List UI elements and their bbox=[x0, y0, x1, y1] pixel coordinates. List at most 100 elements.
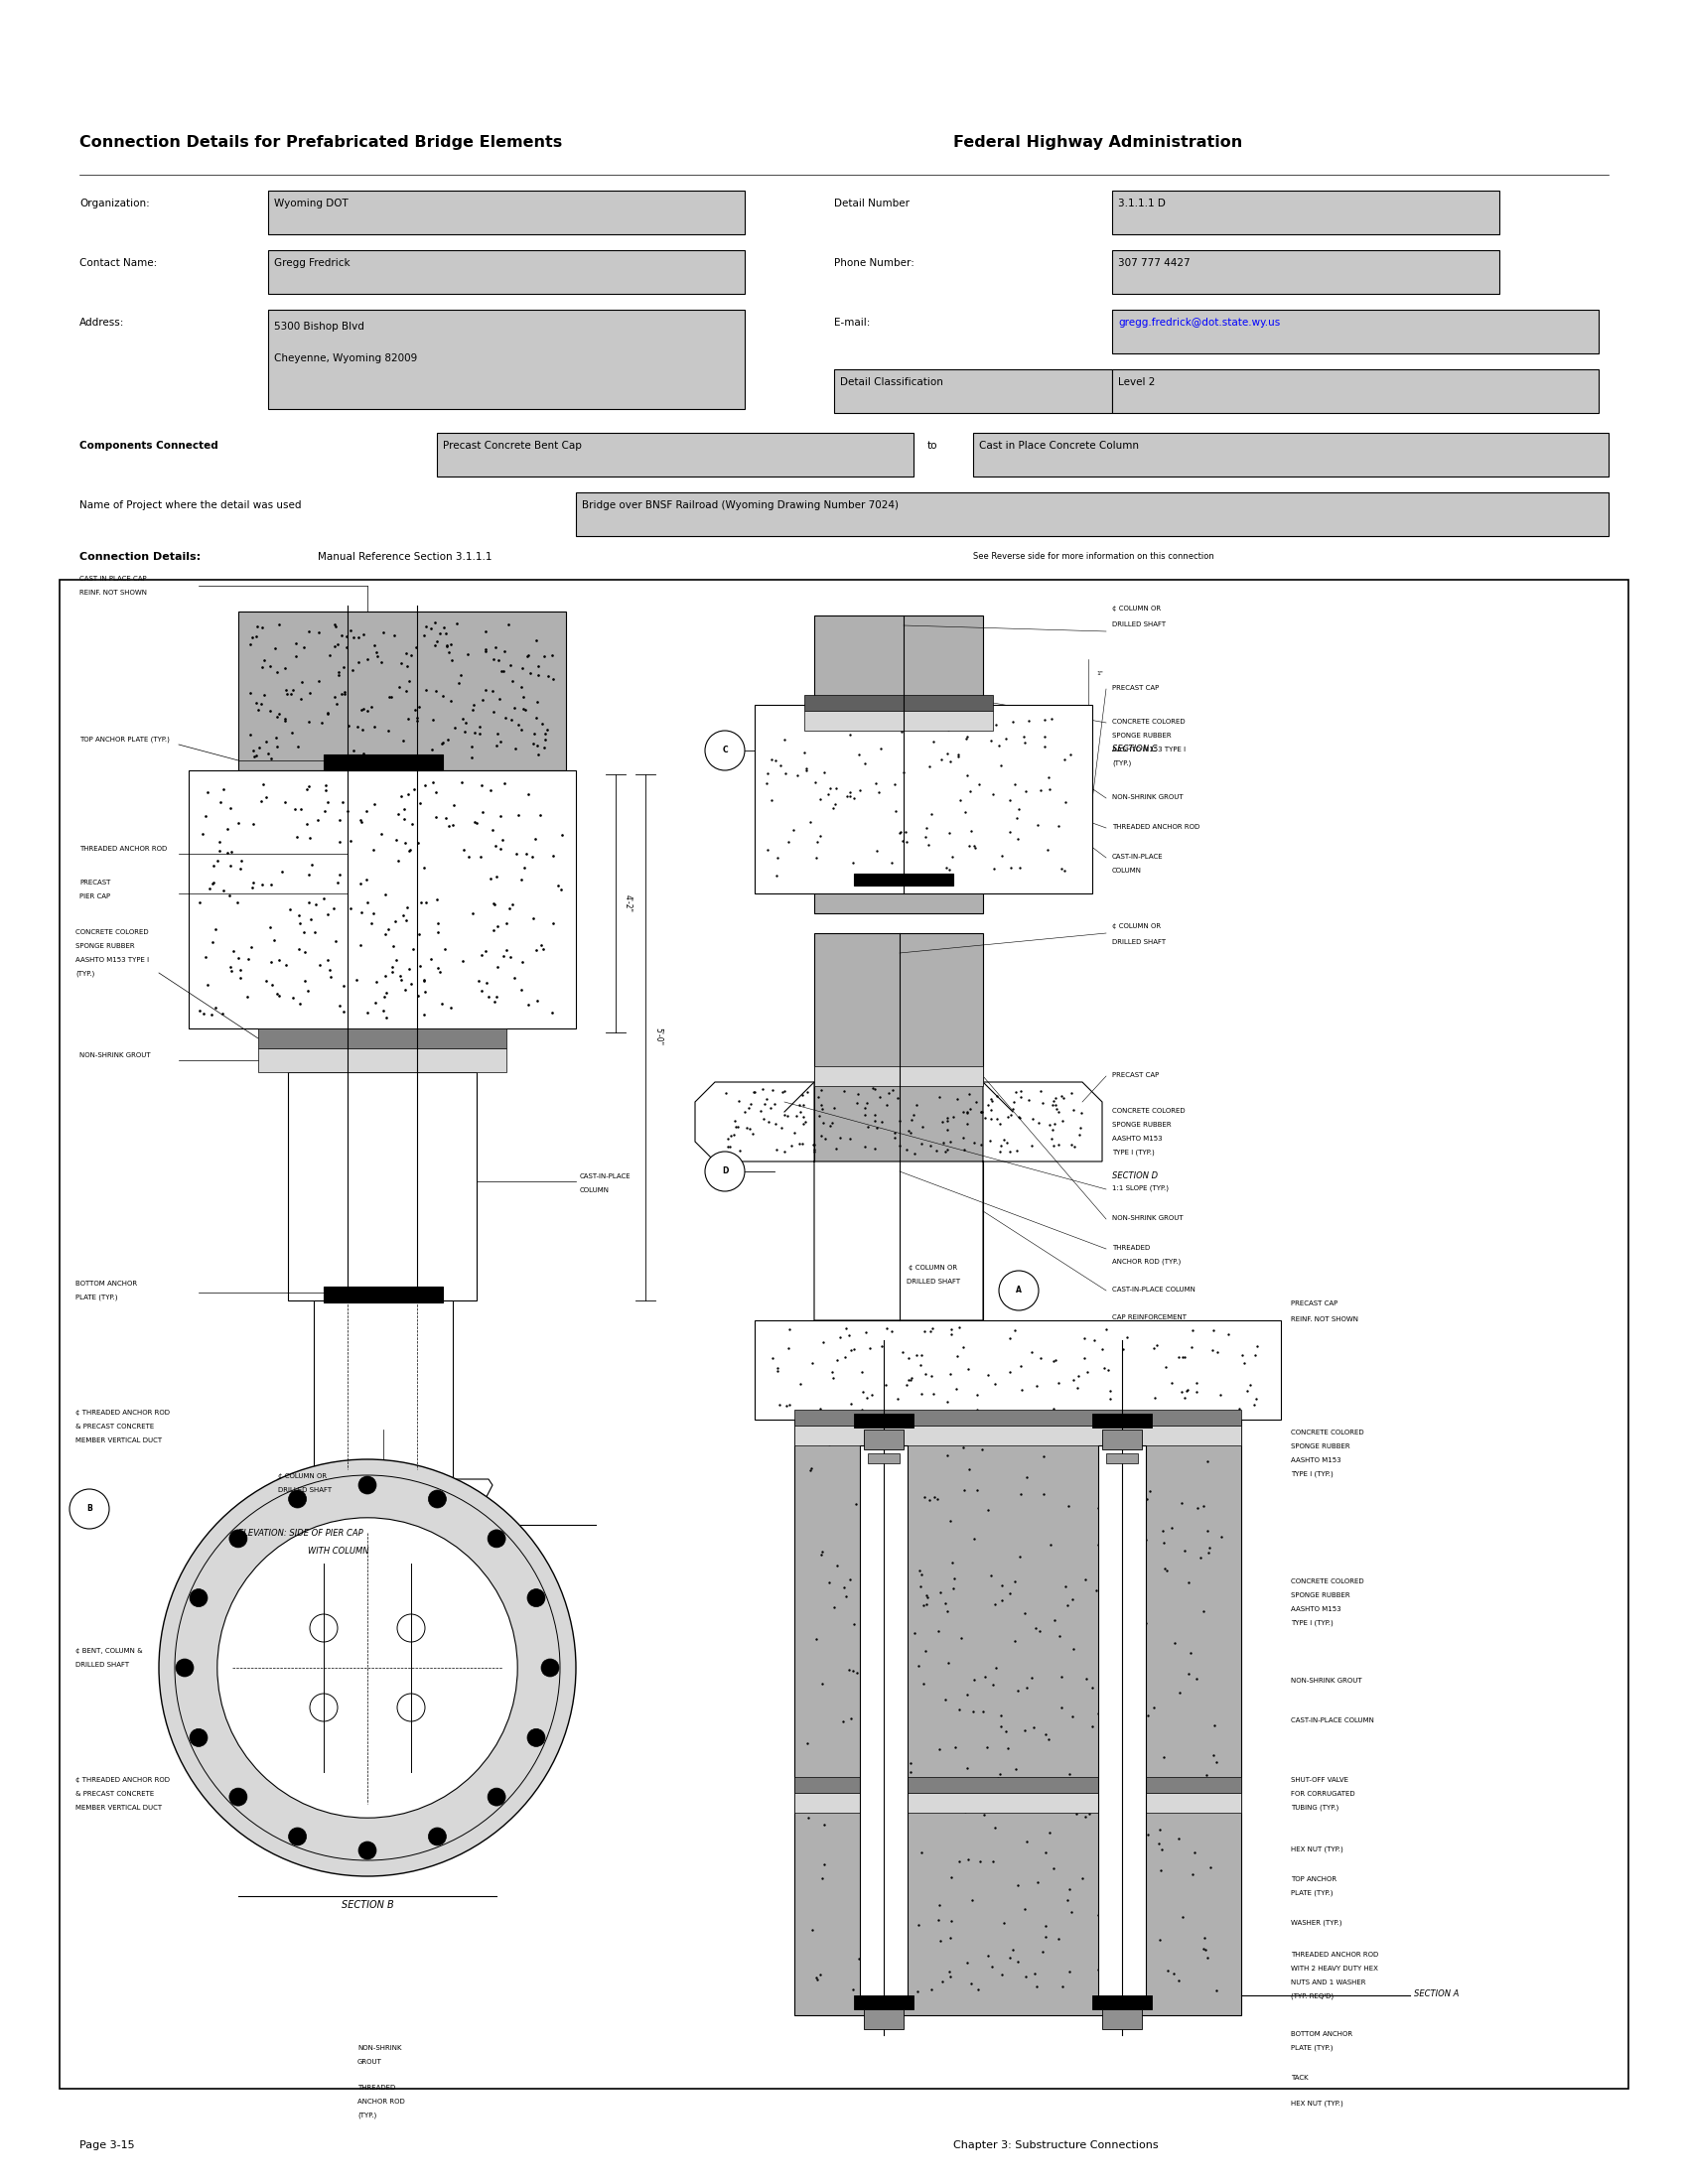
Bar bbox=[314, 1299, 452, 1479]
Bar bbox=[1099, 1446, 1146, 2001]
Text: MEMBER VERTICAL DUCT: MEMBER VERTICAL DUCT bbox=[76, 1437, 162, 1444]
Bar bbox=[803, 710, 993, 732]
Text: DRILLED SHAFT: DRILLED SHAFT bbox=[1112, 939, 1166, 946]
Text: Page 3-15: Page 3-15 bbox=[79, 2140, 135, 2151]
Polygon shape bbox=[695, 1081, 1102, 1321]
Text: SPONGE RUBBER: SPONGE RUBBER bbox=[76, 943, 135, 950]
Circle shape bbox=[230, 1789, 246, 1806]
Text: BOTTOM ANCHOR: BOTTOM ANCHOR bbox=[1291, 2031, 1352, 2038]
Text: TYPE I (TYP.): TYPE I (TYP.) bbox=[1112, 1149, 1155, 1155]
Text: Connection Details for Prefabricated Bridge Elements: Connection Details for Prefabricated Bri… bbox=[79, 135, 562, 151]
Circle shape bbox=[429, 1828, 446, 1845]
Circle shape bbox=[69, 1489, 110, 1529]
Text: CONCRETE COLORED: CONCRETE COLORED bbox=[1112, 1107, 1185, 1114]
Bar bbox=[324, 1286, 442, 1302]
Bar bbox=[864, 2009, 903, 2029]
Text: FOR CORRUGATED: FOR CORRUGATED bbox=[1291, 1791, 1355, 1797]
Text: THREADED: THREADED bbox=[1112, 1245, 1150, 1251]
Text: HEX NUT (TYP.): HEX NUT (TYP.) bbox=[1291, 1845, 1344, 1852]
Bar bbox=[1112, 190, 1499, 234]
Text: BOTTOM ANCHOR: BOTTOM ANCHOR bbox=[76, 1280, 137, 1286]
Circle shape bbox=[527, 1730, 545, 1747]
Circle shape bbox=[289, 1828, 307, 1845]
Text: DRILLED SHAFT: DRILLED SHAFT bbox=[906, 1278, 960, 1284]
Text: TYPE I (TYP.): TYPE I (TYP.) bbox=[1291, 1472, 1334, 1479]
Text: & PRECAST CONCRETE: & PRECAST CONCRETE bbox=[76, 1791, 154, 1797]
Text: PRECAST: PRECAST bbox=[79, 880, 111, 885]
Bar bbox=[324, 753, 442, 771]
Text: Cast in Place Concrete Column: Cast in Place Concrete Column bbox=[979, 441, 1139, 450]
Text: CONCRETE COLORED: CONCRETE COLORED bbox=[1112, 719, 1185, 725]
Circle shape bbox=[397, 1614, 425, 1642]
Text: SECTION D: SECTION D bbox=[1112, 1171, 1158, 1179]
Bar bbox=[1092, 1413, 1151, 1428]
Text: ¢ COLUMN OR: ¢ COLUMN OR bbox=[279, 1474, 327, 1479]
Text: COLUMN: COLUMN bbox=[581, 1188, 609, 1192]
Text: ¢ COLUMN OR: ¢ COLUMN OR bbox=[1112, 605, 1161, 612]
Text: THREADED ANCHOR ROD: THREADED ANCHOR ROD bbox=[79, 845, 167, 852]
Text: ¢ COLUMN OR: ¢ COLUMN OR bbox=[908, 1265, 957, 1271]
Text: ELEVATION: SIDE OF PIER CAP: ELEVATION: SIDE OF PIER CAP bbox=[238, 1529, 363, 1538]
Bar bbox=[189, 771, 576, 1029]
Text: SECTION A: SECTION A bbox=[1415, 1990, 1458, 1998]
Circle shape bbox=[527, 1590, 545, 1607]
Text: CONCRETE COLORED: CONCRETE COLORED bbox=[1291, 1431, 1364, 1435]
Text: Connection Details:: Connection Details: bbox=[79, 553, 201, 561]
Bar bbox=[854, 1413, 913, 1428]
Text: Level 2: Level 2 bbox=[1117, 378, 1155, 387]
Text: (TYP.): (TYP.) bbox=[358, 2112, 376, 2118]
Bar bbox=[1112, 251, 1499, 295]
Text: AASHTO M153: AASHTO M153 bbox=[1291, 1457, 1340, 1463]
Text: NON-SHRINK GROUT: NON-SHRINK GROUT bbox=[79, 1053, 150, 1059]
Text: 5300 Bishop Blvd: 5300 Bishop Blvd bbox=[273, 321, 365, 332]
Text: PIER CAP: PIER CAP bbox=[79, 893, 110, 900]
Text: ¢ THREADED ANCHOR ROD: ¢ THREADED ANCHOR ROD bbox=[76, 1409, 170, 1415]
Bar bbox=[1102, 2009, 1141, 2029]
Text: (TYP.): (TYP.) bbox=[1112, 760, 1131, 767]
Bar bbox=[755, 705, 1092, 893]
Bar bbox=[289, 1072, 476, 1299]
Circle shape bbox=[218, 1518, 518, 1817]
Text: Detail Number: Detail Number bbox=[834, 199, 910, 207]
Text: C: C bbox=[722, 747, 728, 756]
Bar bbox=[1112, 369, 1599, 413]
Bar bbox=[859, 1446, 908, 2001]
Text: NON-SHRINK GROUT: NON-SHRINK GROUT bbox=[1112, 795, 1183, 799]
Bar bbox=[437, 432, 913, 476]
Text: MEMBER VERTICAL DUCT: MEMBER VERTICAL DUCT bbox=[76, 1804, 162, 1811]
Text: 1:1 SLOPE (TYP.): 1:1 SLOPE (TYP.) bbox=[1112, 1186, 1168, 1192]
Bar bbox=[1092, 1996, 1151, 2009]
Text: TYPE I (TYP.): TYPE I (TYP.) bbox=[1291, 1621, 1334, 1627]
Text: REINF. NOT SHOWN: REINF. NOT SHOWN bbox=[79, 590, 147, 596]
Bar bbox=[864, 1431, 903, 1450]
Bar bbox=[268, 310, 744, 408]
Text: GROUT: GROUT bbox=[358, 2060, 381, 2064]
Circle shape bbox=[189, 1730, 208, 1747]
Text: Name of Project where the detail was used: Name of Project where the detail was use… bbox=[79, 500, 302, 511]
Text: Contact Name:: Contact Name: bbox=[79, 258, 157, 269]
Text: to: to bbox=[927, 441, 939, 450]
Text: Chapter 3: Substructure Connections: Chapter 3: Substructure Connections bbox=[954, 2140, 1158, 2151]
Bar bbox=[1112, 310, 1599, 354]
Text: DRILLED SHAFT: DRILLED SHAFT bbox=[76, 1662, 130, 1669]
Text: AASHTO M153 TYPE I: AASHTO M153 TYPE I bbox=[76, 957, 149, 963]
Bar bbox=[1106, 1452, 1138, 1463]
Text: SECTION B: SECTION B bbox=[341, 1900, 393, 1911]
Text: Bridge over BNSF Railroad (Wyoming Drawing Number 7024): Bridge over BNSF Railroad (Wyoming Drawi… bbox=[582, 500, 898, 511]
Bar bbox=[868, 1452, 900, 1463]
Bar bbox=[854, 874, 954, 885]
Text: (TYP.): (TYP.) bbox=[76, 972, 95, 978]
Bar bbox=[268, 251, 744, 295]
Text: ¢ COLUMN OR: ¢ COLUMN OR bbox=[1112, 924, 1161, 928]
Text: SPONGE RUBBER: SPONGE RUBBER bbox=[1291, 1444, 1350, 1450]
Circle shape bbox=[311, 1614, 338, 1642]
Text: CAST-IN-PLACE: CAST-IN-PLACE bbox=[581, 1173, 631, 1179]
Text: TOP ANCHOR PLATE (TYP.): TOP ANCHOR PLATE (TYP.) bbox=[79, 736, 170, 743]
Circle shape bbox=[358, 1841, 376, 1859]
Bar bbox=[814, 1066, 982, 1085]
Text: CONCRETE COLORED: CONCRETE COLORED bbox=[76, 928, 149, 935]
Text: gregg.fredrick@dot.state.wy.us: gregg.fredrick@dot.state.wy.us bbox=[1117, 317, 1280, 328]
Text: TOP ANCHOR: TOP ANCHOR bbox=[1291, 1876, 1337, 1883]
Circle shape bbox=[159, 1459, 576, 1876]
Text: PRECAST CAP: PRECAST CAP bbox=[1291, 1299, 1337, 1306]
